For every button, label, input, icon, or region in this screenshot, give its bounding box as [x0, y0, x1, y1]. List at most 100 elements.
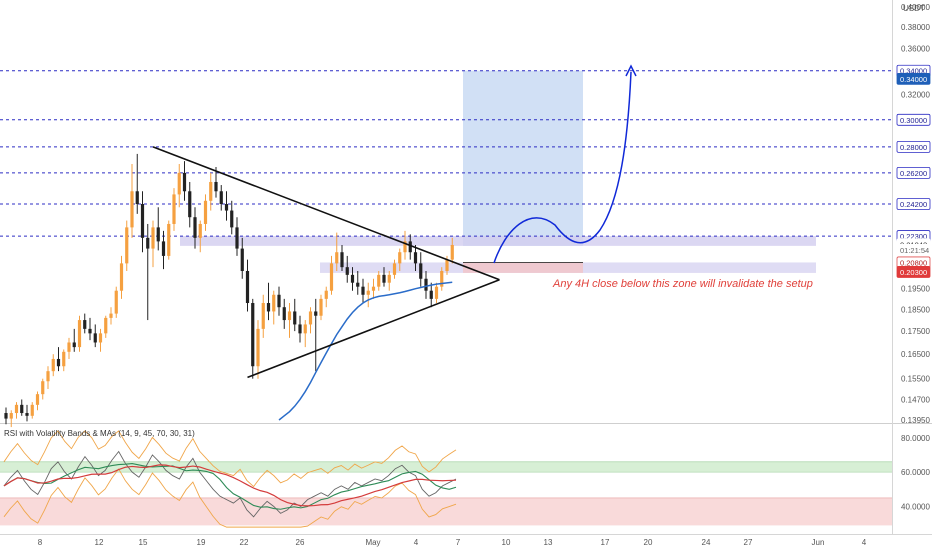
rsi-lower-band-line	[3, 468, 457, 528]
candle-body-61	[324, 290, 328, 299]
candle-body-48	[256, 328, 260, 367]
price-tick-9: 0.14700	[901, 395, 930, 404]
level-tag-label-10: 0.20300	[900, 268, 927, 277]
invalidation-note: Any 4H close below this zone will invali…	[552, 278, 813, 290]
candle-body-14	[77, 320, 82, 348]
candle-body-6	[35, 394, 40, 405]
candle-body-82	[434, 286, 439, 299]
rsi-oversold-band	[0, 497, 892, 526]
candle-body-26	[140, 204, 145, 238]
candle-body-29	[156, 227, 160, 242]
price-axis[interactable]: USDT 0.40000 0.38000 0.36000 0.32000 0.19500…	[901, 3, 930, 425]
candle-body-67	[356, 282, 360, 287]
price-tick-0: 0.40000	[901, 3, 930, 12]
zones-layer	[180, 70, 816, 273]
candle-body-3	[20, 404, 24, 414]
candle-body-4	[25, 413, 29, 416]
candle-body-20	[109, 313, 113, 318]
price-tick-7: 0.16500	[901, 350, 930, 359]
time-tick-11: 17	[601, 538, 610, 547]
rsi-pane[interactable]: RSI with Volatility Bands & MAs (14, 9, …	[0, 429, 892, 528]
candle-body-65	[345, 267, 349, 275]
candle-body-73	[387, 274, 391, 283]
time-tick-9: 10	[502, 538, 511, 547]
candle-body-21	[114, 290, 118, 314]
candle-body-34	[182, 172, 187, 192]
candle-body-63	[335, 252, 339, 264]
rsi-tick-0: 80.0000	[901, 434, 930, 443]
candle-body-44	[235, 227, 239, 249]
candle-body-58	[308, 311, 313, 325]
level-tag-label-6: 0.22300	[900, 232, 927, 241]
candle-body-85	[450, 244, 454, 260]
triangle-upper-line	[152, 146, 500, 281]
candle-body-22	[119, 263, 124, 291]
candle-body-75	[398, 252, 402, 264]
candle-body-54	[287, 311, 292, 321]
time-tick-14: 27	[744, 538, 753, 547]
candle-body-36	[193, 217, 197, 238]
candle-body-42	[224, 204, 229, 211]
time-tick-10: 13	[544, 538, 553, 547]
candle-body-30	[161, 241, 166, 256]
level-tag-label-8: 01:21:54	[900, 246, 929, 255]
projection-arrow-layer	[493, 64, 637, 264]
price-tick-3: 0.32000	[901, 90, 930, 99]
candle-body-43	[230, 210, 234, 228]
level-tag-label-0: 0.34000	[900, 67, 927, 76]
currency-label: USDT	[903, 4, 925, 13]
dashed-levels-layer	[0, 70, 892, 237]
time-tick-1: 12	[95, 538, 104, 547]
time-axis[interactable]: 8 12 15 19 22 26 May 4 7 10 13 17 20 24 27 Jun 4	[38, 538, 867, 547]
price-tick-5: 0.18500	[901, 305, 930, 314]
candle-body-59	[314, 311, 318, 316]
candle-body-66	[350, 274, 355, 283]
level-tag-box-4	[896, 166, 931, 179]
price-tick-2: 0.36000	[901, 44, 930, 53]
candle-body-83	[440, 270, 444, 287]
price-pane[interactable]	[0, 0, 892, 423]
candle-body-8	[46, 371, 50, 382]
candle-body-39	[209, 181, 213, 201]
rsi-line	[3, 450, 457, 518]
level-tag-box-5	[896, 198, 931, 210]
candle-body-27	[146, 237, 150, 249]
moving-average-layer	[278, 281, 453, 421]
candle-body-23	[125, 227, 129, 264]
candle-body-68	[361, 286, 365, 295]
time-tick-7: 4	[414, 538, 419, 547]
candle-body-37	[198, 223, 202, 238]
candle-body-15	[83, 320, 87, 329]
candle-body-41	[219, 191, 223, 205]
rsi-indicator-title[interactable]: RSI with Volatility Bands & MAs (14, 9, …	[4, 429, 195, 438]
price-tick-4: 0.19500	[901, 285, 930, 294]
target-zone	[463, 70, 583, 246]
candle-body-35	[188, 191, 192, 218]
time-tick-15: Jun	[812, 538, 825, 547]
candle-body-57	[303, 324, 307, 334]
projection-arrowhead	[625, 64, 637, 77]
candle-body-12	[67, 342, 71, 352]
rsi-axis[interactable]: 80.0000 60.0000 40.0000	[901, 434, 930, 512]
rsi-lines-layer	[3, 430, 457, 528]
candle-body-38	[203, 200, 208, 224]
candle-body-50	[266, 303, 271, 312]
level-tag-label-9: 0.20800	[900, 258, 927, 267]
moving-average-line	[278, 281, 453, 421]
time-tick-3: 19	[197, 538, 206, 547]
candle-body-2	[14, 404, 19, 414]
candle-body-31	[167, 223, 171, 256]
candle-body-19	[104, 317, 108, 334]
candle-body-16	[88, 328, 92, 334]
candle-body-81	[429, 290, 433, 299]
candle-body-79	[419, 263, 423, 279]
triangle-lower-line	[247, 278, 500, 379]
candle-body-62	[329, 263, 334, 291]
rsi-upper-band-line	[3, 430, 457, 488]
candle-body-46	[245, 270, 250, 304]
level-tag-label-4: 0.26200	[900, 169, 927, 178]
level-tag-box-3	[896, 140, 931, 153]
candle-body-25	[135, 191, 139, 205]
